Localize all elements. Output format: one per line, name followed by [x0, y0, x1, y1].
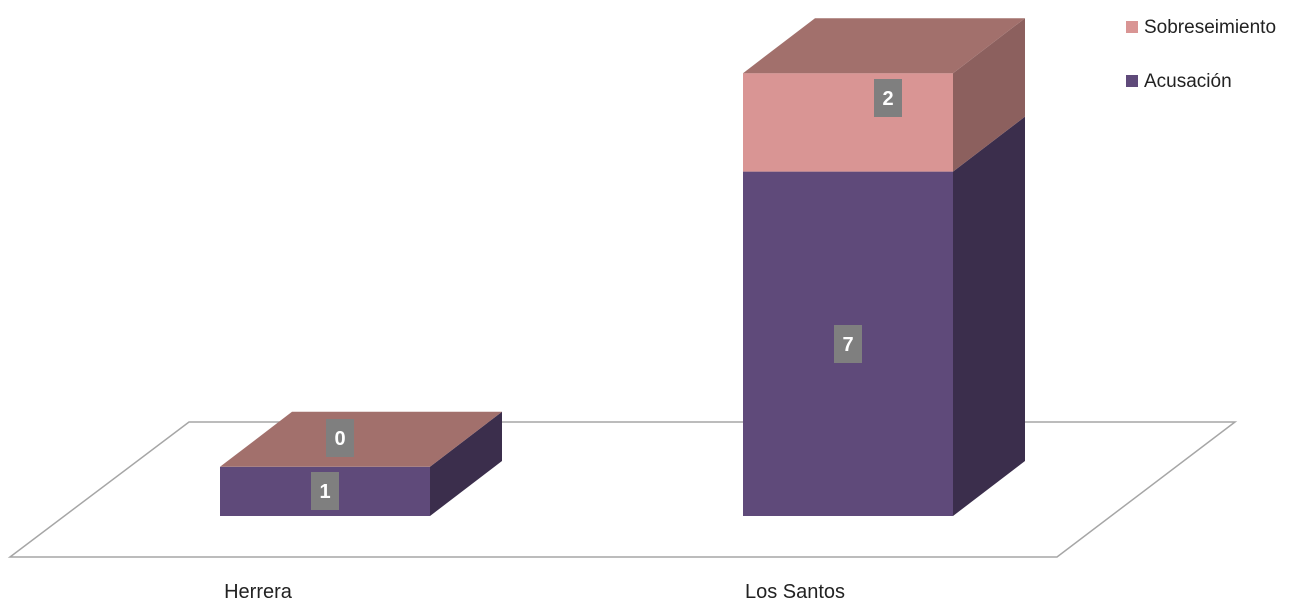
category-label-herrera: Herrera [224, 581, 293, 600]
bar-sobreseimiento-los-santos-front [743, 73, 953, 172]
data-label-value: 1 [319, 481, 330, 503]
data-label-acusacin-herrera: 1 [311, 472, 339, 510]
legend-item-sobreseimiento: Sobreseimiento [1126, 17, 1276, 38]
category-labels-group: Herrera Los Santos [224, 581, 845, 600]
legend: Sobreseimiento Acusación [1126, 17, 1276, 92]
bars-group [220, 18, 1025, 516]
bar-top-face-herrera [220, 411, 502, 467]
data-label-value: 7 [842, 334, 853, 356]
data-label-sobreseimiento-herrera: 0 [326, 419, 354, 457]
bar-acusacin-los-santos-side [953, 116, 1025, 516]
category-label-los-santos: Los Santos [745, 581, 845, 600]
legend-label: Acusación [1144, 71, 1232, 92]
bar-sobreseimiento-los-santos-side [953, 18, 1025, 172]
chart-floor [7, 421, 1238, 558]
legend-swatch [1126, 75, 1138, 87]
bar-stack-los-santos [743, 18, 1025, 516]
data-label-box [311, 472, 339, 510]
data-labels-group: 1 0 7 2 [311, 79, 902, 510]
chart-floor-group [7, 421, 1238, 558]
legend-label: Sobreseimiento [1144, 17, 1276, 38]
bar-top-face-los-santos [743, 18, 1025, 74]
legend-swatch [1126, 21, 1138, 33]
data-label-box [326, 419, 354, 457]
legend-item-acusacin: Acusación [1126, 71, 1232, 92]
data-label-box [874, 79, 902, 117]
data-label-value: 0 [334, 428, 345, 450]
data-label-sobreseimiento-los-santos: 2 [874, 79, 902, 117]
data-label-box [834, 325, 862, 363]
bar-acusacin-herrera-side [430, 411, 502, 516]
data-label-value: 2 [882, 88, 893, 110]
data-label-acusacin-los-santos: 7 [834, 325, 862, 363]
bar-stack-herrera [220, 411, 502, 516]
